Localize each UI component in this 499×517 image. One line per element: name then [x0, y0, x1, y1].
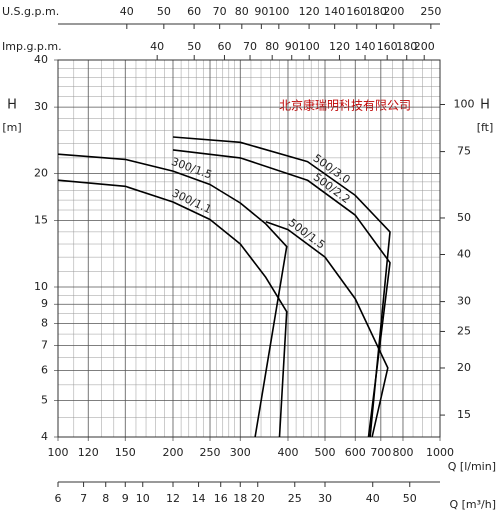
x3-tick-label: 100 [299, 40, 320, 53]
x3-label: Imp.g.p.m. [2, 40, 62, 53]
curve-label: 500/1.5 [286, 216, 328, 252]
x2-tick-label: 140 [324, 5, 345, 18]
x2-label: U.S.g.p.m. [2, 5, 59, 18]
y2-tick-label: 25 [457, 324, 471, 337]
y2-label: H [480, 98, 490, 113]
y-tick-label: 20 [34, 166, 48, 179]
x4-tick-label: 9 [122, 492, 129, 505]
x-tick-label: 120 [78, 446, 99, 459]
x-tick-label: 400 [277, 446, 298, 459]
x-tick-label: 200 [162, 446, 183, 459]
x-tick-label: 100 [48, 446, 69, 459]
x-label: Q [l/min] [448, 460, 496, 473]
x4-tick-label: 18 [233, 492, 247, 505]
watermark: 北京康瑞明科技有限公司 [279, 98, 411, 113]
x3-tick-label: 120 [329, 40, 350, 53]
x-tick-label: 150 [115, 446, 136, 459]
x2-tick-label: 40 [120, 5, 134, 18]
y-tick-label: 4 [41, 430, 48, 443]
y-tick-label: 40 [34, 53, 48, 66]
y2-tick-label: 20 [457, 361, 471, 374]
y-tick-label: 15 [34, 214, 48, 227]
y-tick-label: 8 [41, 317, 48, 330]
curve [57, 179, 288, 438]
curve [265, 220, 389, 438]
x3-tick-label: 90 [285, 40, 299, 53]
x4-tick-label: 16 [214, 492, 228, 505]
x3-tick-label: 140 [355, 40, 376, 53]
x2-tick-label: 250 [420, 5, 441, 18]
y-tick-label: 30 [34, 100, 48, 113]
x4-tick-label: 50 [403, 492, 417, 505]
x2-tick-label: 80 [235, 5, 249, 18]
x-tick-label: 300 [230, 446, 251, 459]
x4-tick-label: 6 [55, 492, 62, 505]
y2-tick-label: 100 [454, 97, 475, 110]
y-tick-label: 9 [41, 297, 48, 310]
y2-tick-label: 30 [457, 295, 471, 308]
x3-tick-label: 50 [187, 40, 201, 53]
x-tick-label: 500 [315, 446, 336, 459]
x2-tick-label: 200 [383, 5, 404, 18]
x4-tick-label: 14 [192, 492, 206, 505]
y2-unit: [ft] [477, 121, 494, 134]
x2-tick-label: 160 [346, 5, 367, 18]
x4-tick-label: 10 [136, 492, 150, 505]
x-tick-label: 700 [370, 446, 391, 459]
y-unit: [m] [2, 121, 21, 134]
x-tick-label: 800 [392, 446, 413, 459]
x2-tick-label: 60 [187, 5, 201, 18]
x-tick-label: 250 [200, 446, 221, 459]
y-tick-label: 6 [41, 364, 48, 377]
x4-tick-label: 20 [251, 492, 265, 505]
x4-tick-label: 30 [318, 492, 332, 505]
x3-tick-label: 80 [265, 40, 279, 53]
y-label: H [7, 98, 17, 113]
x2-tick-label: 100 [268, 5, 289, 18]
x2-tick-label: 70 [213, 5, 227, 18]
x2-tick-label: 50 [157, 5, 171, 18]
curve [172, 136, 391, 438]
curve [172, 149, 391, 438]
x3-tick-label: 180 [396, 40, 417, 53]
y2-tick-label: 15 [457, 408, 471, 421]
x2-tick-label: 120 [299, 5, 320, 18]
x4-tick-label: 8 [102, 492, 109, 505]
x-tick-label: 600 [345, 446, 366, 459]
y2-tick-label: 75 [457, 145, 471, 158]
x3-tick-label: 160 [377, 40, 398, 53]
plot-frame [57, 59, 441, 438]
x4-tick-label: 12 [166, 492, 180, 505]
x4-tick-label: 40 [366, 492, 380, 505]
y-tick-label: 5 [41, 393, 48, 406]
y2-tick-label: 50 [457, 211, 471, 224]
x4-tick-label: 7 [80, 492, 87, 505]
x4-tick-label: 25 [288, 492, 302, 505]
x2-tick-label: 180 [366, 5, 387, 18]
x2-tick-label: 90 [254, 5, 268, 18]
curve [57, 153, 288, 438]
x-tick-label: 1000 [426, 446, 454, 459]
y2-tick-label: 40 [457, 248, 471, 261]
y-tick-label: 7 [41, 338, 48, 351]
y-tick-label: 10 [34, 280, 48, 293]
x3-tick-label: 70 [243, 40, 257, 53]
x4-label: Q [m³/h] [449, 498, 496, 511]
x3-tick-label: 60 [217, 40, 231, 53]
x3-tick-label: 40 [150, 40, 164, 53]
x3-tick-label: 200 [414, 40, 435, 53]
